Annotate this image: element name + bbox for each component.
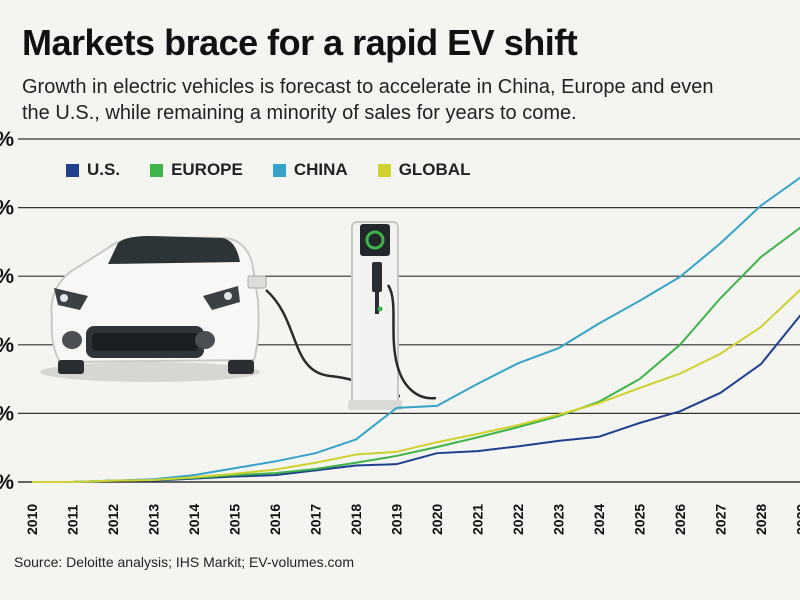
charging-station-icon	[265, 221, 437, 410]
x-tick-label: 2010	[24, 504, 40, 535]
y-tick-label: %	[0, 334, 14, 357]
x-tick-label: 2025	[632, 504, 648, 535]
legend-swatch-global	[377, 163, 391, 177]
y-tick-label: %	[0, 471, 14, 494]
subtitle-line-1: Growth in electric vehicles is forecast …	[22, 76, 714, 98]
legend-swatch-europe	[150, 163, 164, 177]
subtitle-line-2: the U.S., while remaining a minority of …	[22, 102, 577, 124]
x-tick-label: 2017	[308, 504, 324, 535]
legend-label-us: U.S.	[87, 160, 121, 179]
legend-label-china: CHINA	[293, 160, 348, 179]
legend-label-europe: EUROPE	[171, 160, 243, 179]
x-tick-label: 2028	[753, 504, 769, 535]
y-tick-label: %	[0, 402, 14, 425]
series-line-global	[32, 288, 800, 483]
legend: U.S. EUROPE CHINA GLOBAL	[66, 160, 500, 180]
car-icon	[40, 235, 267, 382]
chart-title: Markets brace for a rapid EV shift	[22, 22, 578, 63]
y-tick-label: %	[0, 265, 14, 288]
y-tick-labels: %%%%%%	[0, 128, 14, 494]
legend-item-global: GLOBAL	[377, 160, 471, 180]
x-tick-label: 2015	[227, 504, 243, 535]
x-tick-label: 2011	[65, 504, 81, 535]
legend-item-us: U.S.	[66, 160, 120, 180]
x-tick-label: 2022	[510, 504, 526, 535]
x-tick-label: 2024	[591, 504, 607, 535]
source-note: Source: Deloitte analysis; IHS Markit; E…	[14, 554, 355, 570]
x-tick-label: 2021	[470, 504, 486, 535]
x-tick-label: 2014	[186, 504, 202, 535]
x-tick-label: 2013	[146, 504, 162, 535]
x-tick-label: 2027	[713, 504, 729, 535]
x-tick-label: 2020	[429, 504, 445, 535]
legend-item-china: CHINA	[272, 160, 348, 180]
x-tick-label: 2029	[794, 504, 800, 535]
x-tick-label: 2023	[551, 504, 567, 535]
legend-swatch-us	[66, 163, 79, 177]
legend-swatch-china	[272, 163, 286, 177]
x-tick-label: 2016	[267, 504, 283, 535]
x-tick-label: 2026	[672, 504, 688, 535]
x-tick-label: 2019	[389, 504, 405, 535]
x-tick-label: 2018	[348, 504, 364, 535]
series-line-china	[32, 176, 800, 483]
chart-subtitle: Growth in electric vehicles is forecast …	[22, 74, 800, 126]
x-tick-label: 2012	[105, 504, 121, 535]
series-lines	[32, 176, 800, 483]
legend-item-europe: EUROPE	[150, 160, 243, 180]
y-tick-label: %	[0, 128, 14, 151]
legend-label-global: GLOBAL	[398, 160, 471, 179]
y-tick-label: %	[0, 197, 14, 220]
x-tick-labels: 2010 2011 2012 2013 2014 2015 2016 2017 2018 2019…	[24, 504, 800, 535]
